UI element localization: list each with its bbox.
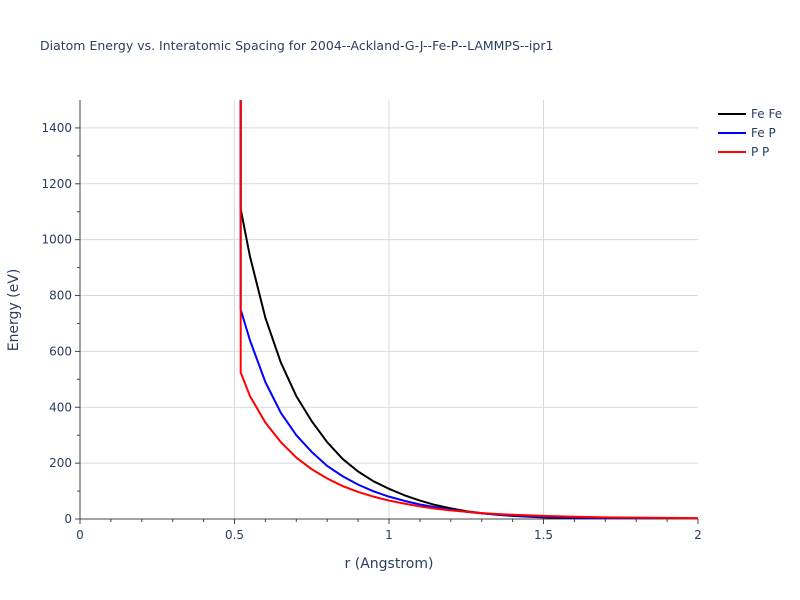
y-tick-label: 400 [49, 400, 72, 414]
chart-title: Diatom Energy vs. Interatomic Spacing fo… [40, 38, 553, 53]
legend-label: P P [751, 145, 769, 159]
y-tick-label: 1400 [41, 121, 72, 135]
legend-item-fe-p[interactable]: Fe P [718, 126, 776, 140]
x-tick-label: 2 [694, 528, 702, 542]
series-layer [239, 100, 698, 519]
x-axis-title: r (Angstrom) [345, 556, 434, 572]
legend[interactable]: Fe Fe Fe P P P [718, 107, 782, 159]
y-tick-label: 600 [49, 344, 72, 358]
y-tick-label: 200 [49, 456, 72, 470]
series-line-p-p [239, 100, 698, 519]
y-tick-label: 1200 [41, 177, 72, 191]
x-tick-label: 0.5 [225, 528, 244, 542]
x-tick-label: 0 [76, 528, 84, 542]
legend-item-fe-fe[interactable]: Fe Fe [718, 107, 782, 121]
x-tick-label: 1.5 [534, 528, 553, 542]
y-tick-label: 0 [64, 512, 72, 526]
tick-labels: 0 200 400 600 800 1000 1200 1400 0 0.5 1 1.5 2 [41, 121, 701, 542]
y-tick-label: 800 [49, 289, 72, 303]
y-axis-title: Energy (eV) [6, 269, 22, 352]
grid-lines [80, 100, 698, 519]
legend-item-p-p[interactable]: P P [718, 145, 769, 159]
x-tick-label: 1 [385, 528, 393, 542]
legend-label: Fe Fe [751, 107, 782, 121]
y-tick-label: 1000 [41, 233, 72, 247]
legend-label: Fe P [751, 126, 776, 140]
